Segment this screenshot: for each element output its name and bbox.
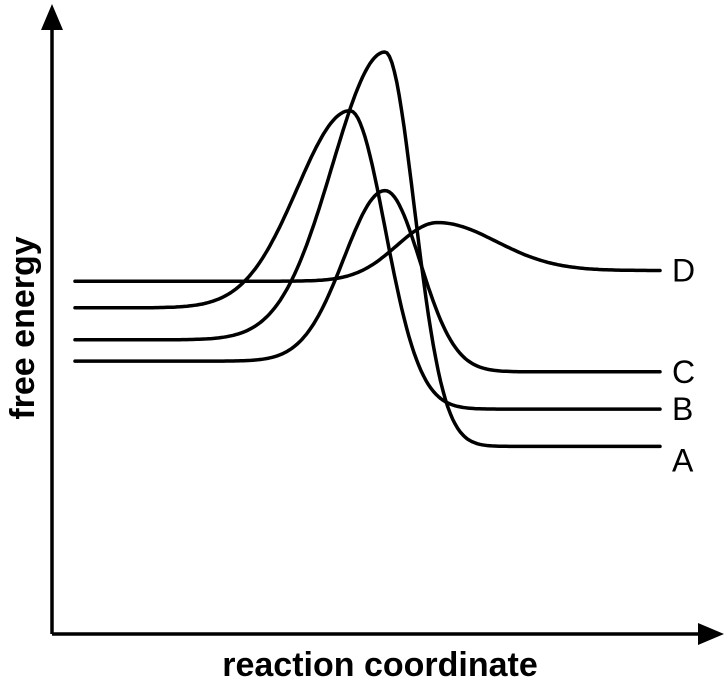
- x-axis-arrowhead: [698, 623, 724, 645]
- y-axis-arrowhead: [41, 4, 63, 30]
- curve-d: [73, 220, 662, 283]
- series-label-a: A: [672, 442, 694, 478]
- curve-a: [73, 50, 662, 449]
- series-label-b: B: [672, 391, 693, 427]
- curve-c: [73, 188, 662, 374]
- series-label-group: ABC D: [672, 253, 695, 479]
- curve-group: [73, 50, 662, 449]
- series-label-d: D: [672, 253, 695, 289]
- x-axis-label: reaction coordinate: [222, 646, 538, 679]
- curve-b: [73, 108, 662, 411]
- series-label-c: C: [672, 354, 695, 390]
- y-axis-label: free energy: [4, 236, 42, 419]
